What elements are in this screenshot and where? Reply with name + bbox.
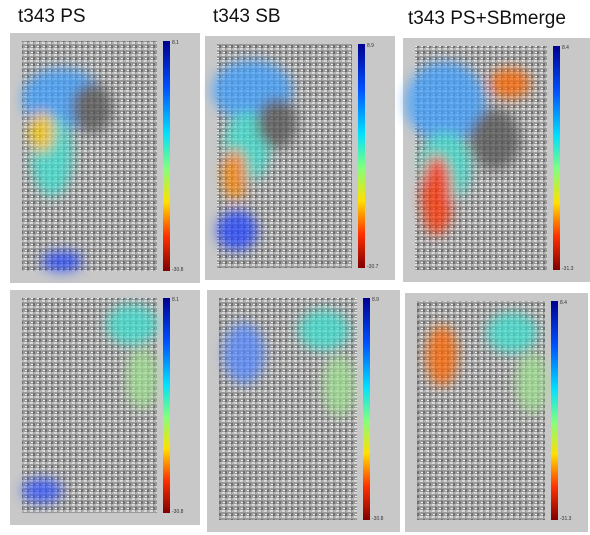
colorbar-max: 8.1 (172, 40, 179, 46)
overlay-blob (224, 324, 264, 384)
panel-title: t343 PS (18, 6, 86, 27)
overlay-blob (127, 349, 157, 409)
overlay-blob (517, 353, 547, 413)
overlay-blob (107, 305, 157, 345)
colorbar-max: 8.4 (560, 300, 567, 306)
colorbar-max: 8.1 (172, 297, 179, 303)
colorbar-max: 8.9 (367, 43, 374, 49)
colorbar-max: 8.9 (372, 297, 379, 303)
colorbar-min: -30.8 (172, 267, 184, 273)
overlay-blob (30, 112, 54, 152)
overlay-blob (487, 313, 537, 353)
overlay-blob (22, 479, 62, 503)
panel-title: t343 PS+SBmerge (408, 8, 566, 29)
overlay-blob (72, 83, 112, 133)
figure: 8.1 -30.8 t343 PS 8.9 -30.7 t343 SB 8.4 -31.3 t3… (0, 0, 590, 535)
colorbar-min: -30.7 (367, 264, 379, 270)
colorbar (358, 44, 365, 268)
colorbar-min: -30.8 (372, 516, 384, 522)
overlay-blob (223, 150, 247, 200)
colorbar-max: 8.4 (562, 45, 569, 51)
overlay-blob (422, 155, 452, 235)
overlay-blob (299, 310, 349, 350)
overlay-blob (217, 211, 257, 251)
overlay-blob (490, 68, 530, 98)
colorbar-min: -30.8 (172, 509, 184, 515)
colorbar (363, 298, 370, 520)
overlay-blob (470, 109, 520, 169)
colorbar (163, 298, 170, 513)
colorbar (551, 301, 558, 520)
colorbar-min: -31.3 (562, 266, 574, 272)
panel-title: t343 SB (213, 6, 281, 27)
colorbar (553, 46, 560, 270)
overlay-blob (427, 326, 457, 386)
colorbar-min: -31.3 (560, 516, 572, 522)
overlay-blob (257, 98, 297, 148)
overlay-blob (42, 251, 82, 271)
colorbar (163, 41, 170, 271)
overlay-blob (324, 356, 354, 416)
